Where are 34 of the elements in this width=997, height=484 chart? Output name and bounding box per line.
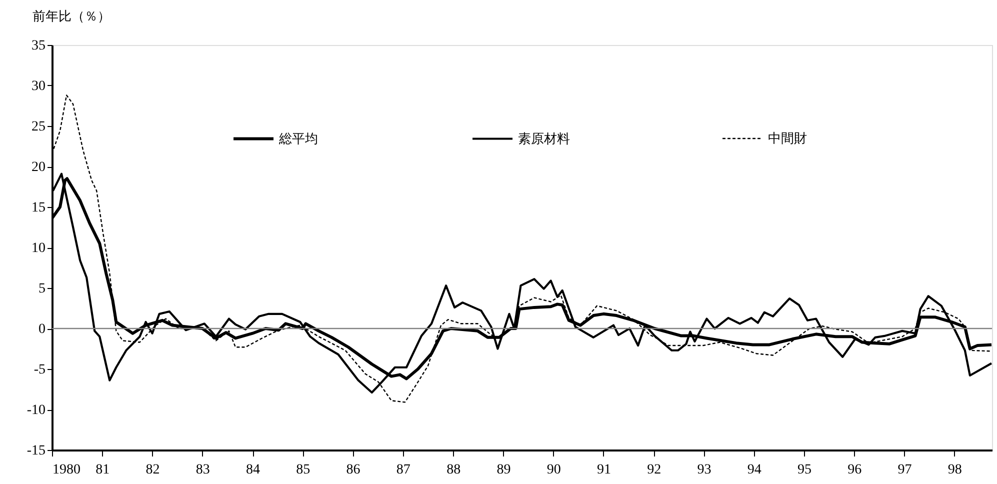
- x-tick-label: 90: [546, 462, 561, 478]
- y-tick-label: 15: [32, 200, 46, 216]
- x-tick-label: 88: [446, 462, 461, 478]
- x-tick-label: 89: [496, 462, 511, 478]
- y-axis-title: 前年比（％）: [32, 10, 110, 24]
- x-tick-label: 92: [647, 462, 662, 478]
- x-tick-label: 98: [948, 462, 962, 478]
- x-tick-label: 94: [747, 462, 762, 478]
- y-tick-label: -15: [26, 444, 46, 458]
- x-tick-label: 82: [146, 462, 160, 478]
- y-tick-label: -5: [34, 362, 46, 378]
- y-tick-label: 0: [38, 322, 46, 337]
- y-tick-label: -10: [26, 403, 46, 418]
- x-tick-label: 83: [196, 462, 210, 478]
- x-tick-label: 1980: [52, 462, 80, 478]
- legend-label: 中間財: [768, 132, 807, 146]
- x-tick-label: 97: [898, 462, 912, 478]
- legend-label: 総平均: [278, 132, 318, 147]
- x-tick-label: 95: [798, 462, 812, 478]
- y-tick-label: 10: [32, 241, 46, 256]
- x-tick-label: 93: [697, 462, 712, 478]
- x-tick-label: 96: [848, 462, 862, 478]
- x-tick-label: 85: [296, 462, 310, 478]
- y-tick-label: 20: [32, 160, 46, 175]
- x-tick-label: 87: [396, 462, 410, 478]
- x-tick-label: 86: [346, 462, 360, 478]
- y-tick-label: 25: [32, 120, 46, 134]
- x-tick-label: 81: [96, 462, 110, 478]
- y-tick-label: 30: [32, 79, 46, 94]
- x-tick-label: 91: [596, 462, 611, 478]
- x-tick-label: 84: [246, 462, 260, 478]
- y-tick-label: 5: [38, 282, 46, 296]
- legend-label: 素原材料: [518, 132, 570, 147]
- y-tick-label: 35: [32, 38, 46, 54]
